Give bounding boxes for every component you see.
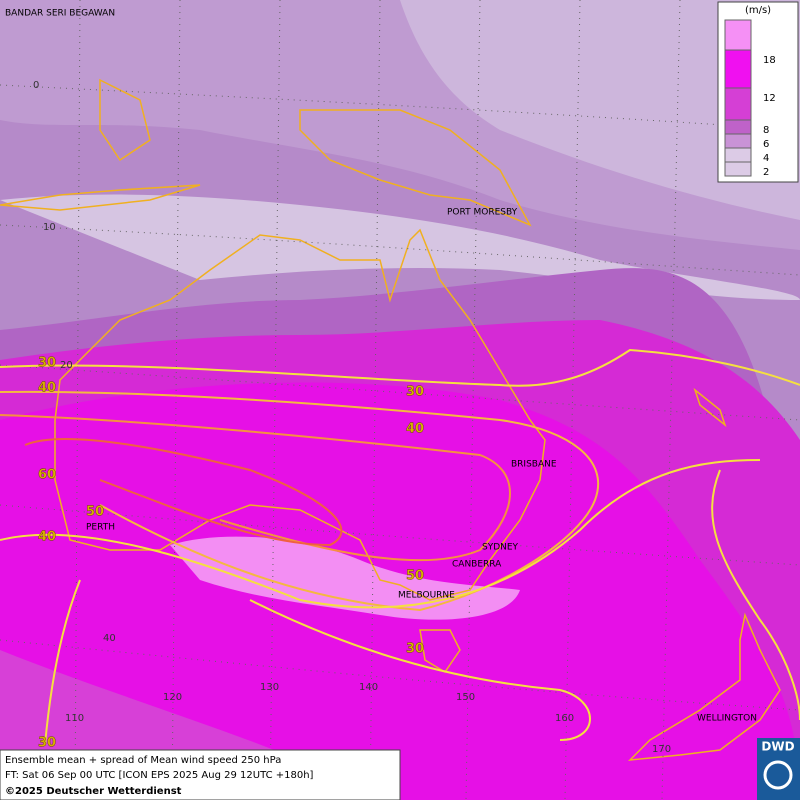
legend-label: 2	[763, 167, 769, 178]
city-label: PORT MORESBY	[447, 208, 518, 218]
legend-label: 6	[763, 139, 769, 150]
footer-forecast: FT: Sat 06 Sep 00 UTC [ICON EPS 2025 Aug…	[5, 770, 314, 781]
city-label: BRISBANE	[511, 460, 557, 470]
legend-swatch	[724, 49, 752, 89]
contour-label: 30	[406, 642, 424, 657]
contour-label: 30	[38, 356, 56, 371]
logo: DWD	[761, 740, 794, 754]
legend: (m/s) 18 12 8 6 4 2	[717, 1, 799, 183]
grid-label: 0	[33, 80, 39, 91]
contour-label: 50	[406, 569, 424, 584]
legend-label: 12	[763, 93, 776, 104]
contour-label: 40	[38, 381, 56, 396]
legend-label: 8	[763, 125, 769, 136]
footer-title: Ensemble mean + spread of Mean wind spee…	[5, 755, 281, 766]
logo-box	[757, 738, 800, 800]
legend-label: 18	[763, 55, 776, 66]
city-label: CANBERRA	[452, 560, 502, 570]
contour-label: 60	[38, 468, 56, 483]
grid-label: 140	[359, 682, 378, 693]
band	[400, 0, 800, 220]
city-label: BANDAR SERI BEGAWAN	[5, 9, 115, 19]
contour-label: 40	[406, 422, 424, 437]
grid-label: 130	[260, 682, 279, 693]
logo-icon	[763, 760, 793, 790]
city-label: PERTH	[86, 523, 115, 533]
contour-label: 40	[38, 530, 56, 545]
grid-label: 20	[60, 360, 73, 371]
contour-label: 50	[86, 505, 104, 520]
grid-label: 160	[555, 713, 574, 724]
footer-copyright: ©2025 Deutscher Wetterdienst	[5, 786, 182, 797]
city-label: SYDNEY	[482, 543, 519, 553]
city-label: WELLINGTON	[697, 714, 757, 724]
legend-swatch	[724, 119, 752, 135]
isotachs	[0, 348, 800, 746]
grid-label: 10	[43, 222, 56, 233]
city-label: MELBOURNE	[398, 591, 455, 601]
contour-label: 30	[38, 736, 56, 751]
footer-box	[0, 749, 401, 800]
legend-swatch	[724, 147, 752, 163]
legend-label: 4	[763, 153, 769, 164]
legend-swatch	[724, 161, 752, 177]
grid-label: 150	[456, 692, 475, 703]
grid-label: 120	[163, 692, 182, 703]
contour-label: 30	[406, 385, 424, 400]
grid-label: 40	[103, 633, 116, 644]
grid-label: 110	[65, 713, 84, 724]
legend-swatch	[724, 19, 752, 51]
grid-label: 170	[652, 744, 671, 755]
legend-swatch	[724, 133, 752, 149]
legend-unit: (m/s)	[745, 5, 771, 16]
coastline	[0, 78, 781, 761]
legend-swatch	[724, 87, 752, 121]
